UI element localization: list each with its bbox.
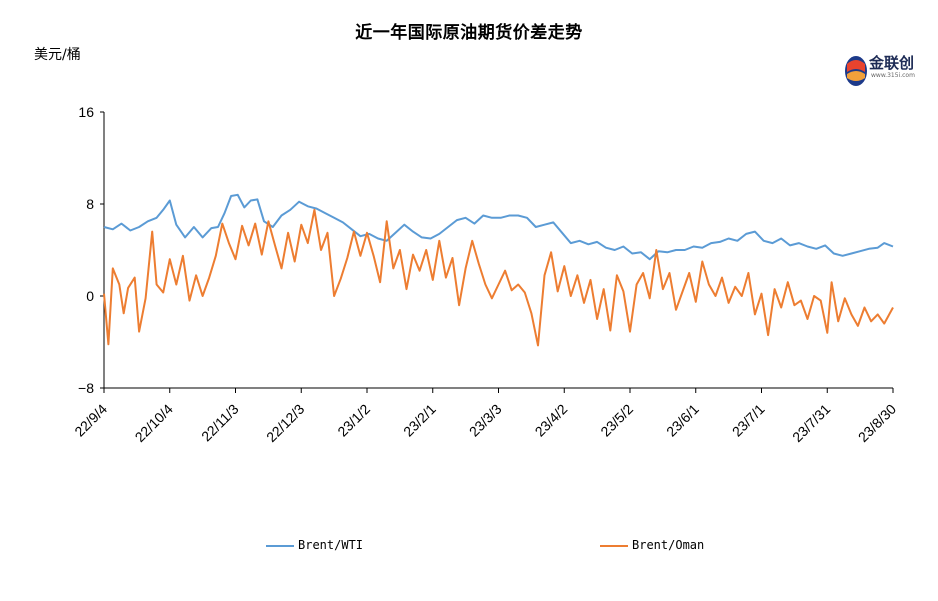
- y-tick-label: 0: [86, 288, 94, 304]
- legend-swatch-brent-oman: [600, 544, 628, 547]
- x-tick-label: 23/7/31: [789, 401, 833, 445]
- legend-label-brent-wti: Brent/WTI: [298, 538, 364, 552]
- legend-label-brent-oman: Brent/Oman: [632, 538, 705, 552]
- x-tick-label: 22/11/3: [198, 401, 242, 445]
- chart-title: 近一年国际原油期货价差走势: [355, 23, 583, 43]
- x-tick-label: 23/8/30: [855, 401, 899, 445]
- series-line-brent-wti: [103, 193, 894, 261]
- jinlianchuang-logo-icon: 金联创 www.315i.com: [843, 50, 923, 90]
- y-tick-label: 8: [86, 196, 94, 212]
- x-tick-label: 23/6/1: [663, 401, 702, 440]
- y-tick-label: −8: [78, 380, 94, 396]
- x-tick-label: 23/7/1: [729, 401, 768, 440]
- y-axis-unit: 美元/桶: [34, 47, 81, 63]
- x-tick-label: 22/12/3: [263, 401, 307, 445]
- logo-name: 金联创: [869, 54, 915, 72]
- legend-item-brent-oman: Brent/Oman: [600, 538, 704, 552]
- legend-swatch-brent-wti: [266, 544, 294, 547]
- logo-sub: www.315i.com: [871, 72, 915, 79]
- series-line-brent-oman: [103, 208, 894, 347]
- x-tick-label: 23/1/2: [334, 401, 373, 440]
- x-tick-label: 23/5/2: [597, 401, 636, 440]
- x-tick-label: 23/3/3: [466, 401, 505, 440]
- x-tick-label: 23/2/1: [400, 401, 439, 440]
- x-tick-label: 22/9/4: [71, 401, 110, 440]
- legend-item-brent-wti: Brent/WTI: [266, 538, 363, 552]
- x-tick-label: 23/4/2: [532, 401, 571, 440]
- y-tick-label: 16: [78, 104, 94, 120]
- x-tick-label: 22/10/4: [132, 401, 176, 445]
